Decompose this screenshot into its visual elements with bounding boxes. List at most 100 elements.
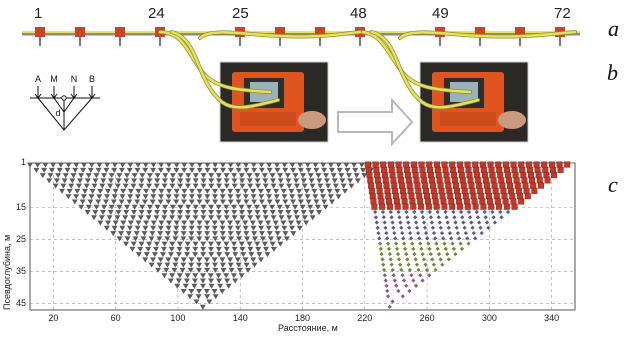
- data-point-triangle: [254, 178, 261, 184]
- data-point-square: [414, 182, 421, 189]
- data-point-square: [522, 182, 529, 189]
- data-point-triangle: [139, 204, 146, 210]
- data-point-diamond: [394, 246, 400, 251]
- data-point-triangle: [193, 299, 200, 305]
- data-point-diamond: [380, 257, 385, 262]
- data-point-triangle: [64, 167, 71, 173]
- data-point-square: [368, 187, 375, 194]
- data-point-triangle: [239, 178, 246, 184]
- data-point-triangle: [188, 257, 195, 263]
- data-point-triangle: [282, 231, 289, 237]
- data-point-triangle: [261, 241, 268, 247]
- data-point-diamond: [429, 220, 435, 225]
- schematic-label-a: A: [34, 74, 42, 84]
- data-point-triangle: [173, 199, 180, 205]
- data-point-triangle: [130, 183, 137, 189]
- data-point-square: [418, 203, 425, 210]
- yellow-cable: [398, 30, 577, 40]
- data-point-triangle: [204, 220, 211, 226]
- data-point-triangle: [227, 225, 234, 231]
- data-point-square: [432, 198, 439, 205]
- data-point-diamond: [383, 225, 388, 230]
- data-point-triangle: [176, 252, 183, 258]
- data-point-square: [463, 198, 470, 205]
- data-point-triangle: [103, 225, 110, 231]
- data-point-diamond: [392, 278, 397, 283]
- data-point-triangle: [161, 210, 168, 215]
- data-point-square: [549, 166, 556, 173]
- data-point-triangle: [188, 194, 195, 200]
- data-point-triangle: [258, 199, 265, 205]
- data-point-square: [504, 172, 511, 179]
- data-point-diamond: [404, 283, 409, 288]
- data-point-triangle: [329, 199, 336, 205]
- data-point-triangle: [243, 262, 250, 268]
- data-point-triangle: [52, 183, 59, 189]
- data-point-triangle: [315, 173, 322, 179]
- data-point-triangle: [62, 173, 69, 179]
- data-point-triangle: [118, 231, 125, 237]
- data-point-square: [406, 182, 413, 189]
- data-point-diamond: [449, 236, 454, 241]
- data-point-triangle: [111, 194, 118, 200]
- data-point-triangle: [83, 183, 90, 189]
- data-point-triangle: [266, 162, 273, 168]
- data-point-diamond: [490, 209, 495, 215]
- data-point-triangle: [120, 188, 127, 194]
- data-point-square: [398, 177, 405, 184]
- data-point-triangle: [323, 173, 330, 179]
- data-point-square: [480, 203, 487, 210]
- data-point-diamond: [460, 215, 465, 220]
- data-point-triangle: [177, 210, 184, 215]
- data-point-triangle: [234, 225, 241, 231]
- data-point-triangle: [181, 220, 188, 226]
- data-point-diamond: [418, 241, 423, 246]
- x-tick-label: 260: [419, 313, 435, 323]
- data-point-triangle: [277, 241, 284, 247]
- data-point-diamond: [394, 283, 399, 288]
- data-point-triangle: [262, 210, 269, 215]
- data-point-diamond: [423, 230, 429, 236]
- data-point-triangle: [69, 178, 76, 184]
- data-point-diamond: [378, 246, 383, 251]
- data-point-triangle: [258, 231, 265, 237]
- data-point-diamond: [433, 267, 438, 273]
- data-point-triangle: [208, 204, 215, 210]
- data-point-square: [488, 166, 495, 173]
- data-point-square: [529, 177, 536, 184]
- data-point-triangle: [107, 183, 114, 189]
- data-point-triangle: [251, 236, 258, 242]
- data-point-triangle: [48, 167, 55, 173]
- data-point-square: [511, 203, 518, 210]
- data-point-diamond: [458, 241, 463, 246]
- data-point-square: [479, 161, 486, 168]
- data-point-triangle: [338, 173, 345, 179]
- data-point-triangle: [33, 167, 40, 173]
- data-point-triangle: [208, 278, 215, 284]
- data-point-square: [407, 187, 414, 194]
- data-point-diamond: [434, 241, 439, 246]
- data-point-diamond: [445, 252, 450, 257]
- data-point-diamond: [419, 209, 425, 215]
- data-point-triangle: [164, 236, 171, 242]
- data-point-triangle: [107, 178, 114, 184]
- data-point-square: [534, 166, 541, 173]
- data-point-triangle: [196, 231, 203, 237]
- data-point-diamond: [403, 246, 408, 251]
- data-point-triangle: [215, 204, 222, 210]
- data-point-triangle: [278, 215, 285, 221]
- data-point-triangle: [81, 162, 88, 168]
- data-point-triangle: [212, 294, 219, 300]
- data-point-triangle: [184, 183, 191, 189]
- data-point-triangle: [184, 210, 191, 215]
- data-point-triangle: [211, 289, 218, 295]
- data-point-triangle: [177, 178, 184, 184]
- data-point-triangle: [277, 210, 284, 215]
- data-point-diamond: [392, 230, 397, 236]
- data-point-triangle: [250, 257, 257, 263]
- data-point-square: [517, 193, 524, 200]
- data-point-square: [474, 172, 481, 179]
- data-point-triangle: [101, 173, 108, 179]
- data-point-diamond: [451, 209, 456, 215]
